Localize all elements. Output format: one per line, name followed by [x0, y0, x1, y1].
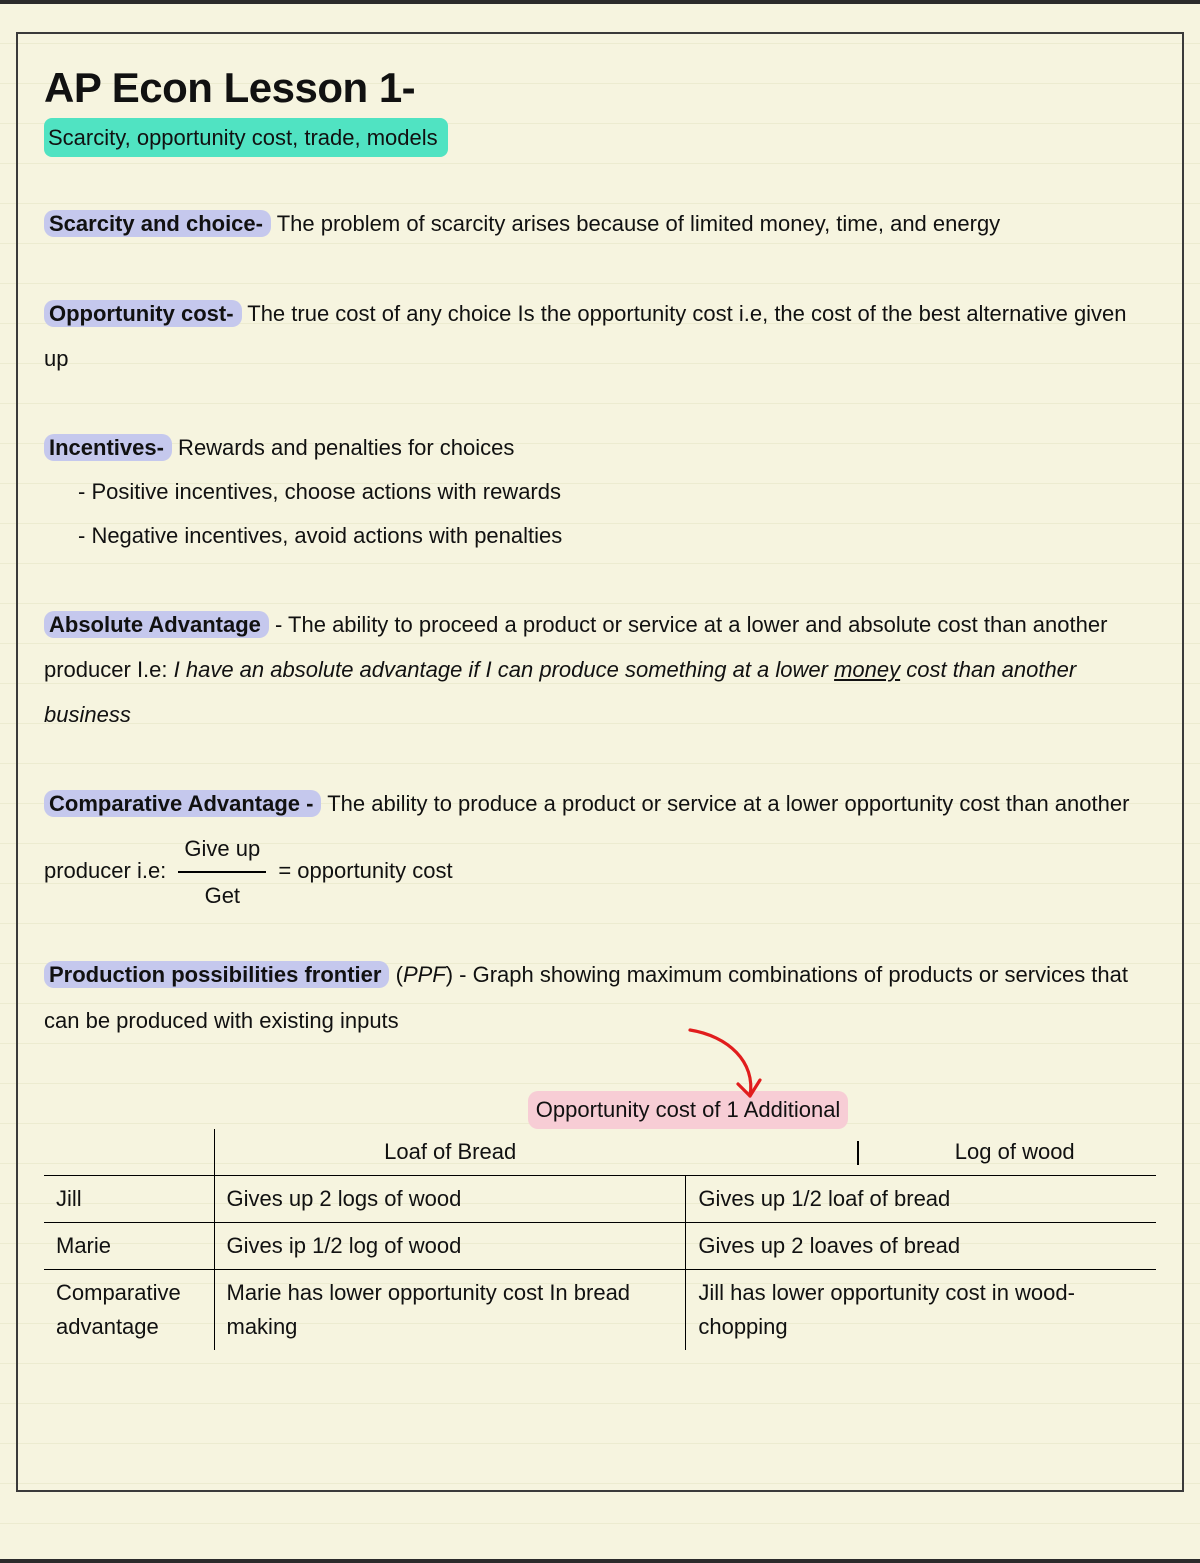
list-item: - Negative incentives, avoid actions wit…: [78, 514, 1156, 558]
section-incentives: Incentives- Rewards and penalties for ch…: [44, 425, 1156, 558]
row-name: Comparative advantage: [44, 1269, 214, 1350]
ppf-abbrev: PPF: [403, 962, 446, 987]
section-opp-cost: Opportunity cost- The true cost of any c…: [44, 291, 1156, 381]
table-header-row: Loaf of Bread Log of wood: [44, 1129, 1156, 1176]
subtitle-line: Scarcity, opportunity cost, trade, model…: [44, 118, 1156, 157]
heading-abs-adv: Absolute Advantage: [44, 611, 269, 638]
table-header-wood-text: Log of wood: [955, 1139, 1075, 1164]
section-scarcity: Scarcity and choice- The problem of scar…: [44, 201, 1156, 246]
row-name: Jill: [44, 1175, 214, 1222]
heading-opp-cost: Opportunity cost-: [44, 300, 242, 327]
table-title-row: Opportunity cost of 1 Additional: [44, 1091, 1156, 1129]
heading-incentives: Incentives-: [44, 434, 172, 461]
note-sheet: AP Econ Lesson 1- Scarcity, opportunity …: [16, 32, 1184, 1492]
row-name: Marie: [44, 1222, 214, 1269]
table: Loaf of Bread Log of wood Jill Gives up …: [44, 1129, 1156, 1350]
fraction: Give upGet: [178, 826, 266, 918]
row-bread: Gives ip 1/2 log of wood: [214, 1222, 686, 1269]
section-ppf: Production possibilities frontier (PPF) …: [44, 952, 1156, 1042]
row-bread: Marie has lower opportunity cost In brea…: [214, 1269, 686, 1350]
table-row: Marie Gives ip 1/2 log of wood Gives up …: [44, 1222, 1156, 1269]
table-row: Comparative advantage Marie has lower op…: [44, 1269, 1156, 1350]
row-bread: Gives up 2 logs of wood: [214, 1175, 686, 1222]
body-incentives: Rewards and penalties for choices: [172, 435, 514, 460]
table-header-blank: [44, 1129, 214, 1176]
body-scarcity: The problem of scarcity arises because o…: [271, 211, 1000, 236]
row-wood: Gives up 1/2 loaf of bread: [686, 1175, 1156, 1222]
heading-comp-adv: Comparative Advantage -: [44, 790, 321, 817]
section-comp-adv: Comparative Advantage - The ability to p…: [44, 781, 1156, 918]
table-row: Jill Gives up 2 logs of wood Gives up 1/…: [44, 1175, 1156, 1222]
row-wood: Jill has lower opportunity cost in wood-…: [686, 1269, 1156, 1350]
fraction-bottom: Get: [178, 873, 266, 918]
divider-icon: [857, 1141, 859, 1165]
table-title: Opportunity cost of 1 Additional: [528, 1091, 849, 1129]
list-item: - Positive incentives, choose actions wi…: [78, 470, 1156, 514]
fraction-top: Give up: [178, 826, 266, 873]
table-header-wood: Log of wood: [686, 1129, 1156, 1176]
ppf-paren-open: (: [389, 962, 402, 987]
incentives-list: - Positive incentives, choose actions wi…: [78, 470, 1156, 558]
page-title: AP Econ Lesson 1-: [44, 64, 1156, 112]
abs-adv-example-underline: money: [834, 657, 900, 682]
subtitle-highlight: Scarcity, opportunity cost, trade, model…: [44, 118, 448, 157]
heading-scarcity: Scarcity and choice-: [44, 210, 271, 237]
section-abs-adv: Absolute Advantage - The ability to proc…: [44, 602, 1156, 737]
row-wood: Gives up 2 loaves of bread: [686, 1222, 1156, 1269]
ruled-page: AP Econ Lesson 1- Scarcity, opportunity …: [0, 0, 1200, 1563]
table-header-bread: Loaf of Bread: [214, 1129, 686, 1176]
opportunity-cost-table: Opportunity cost of 1 Additional Loaf of…: [44, 1091, 1156, 1351]
ppf-paren-close: ): [446, 962, 453, 987]
body-comp-adv-post: = opportunity cost: [272, 858, 452, 883]
heading-ppf: Production possibilities frontier: [44, 961, 389, 988]
abs-adv-example-pre: I have an absolute advantage if I can pr…: [174, 657, 834, 682]
